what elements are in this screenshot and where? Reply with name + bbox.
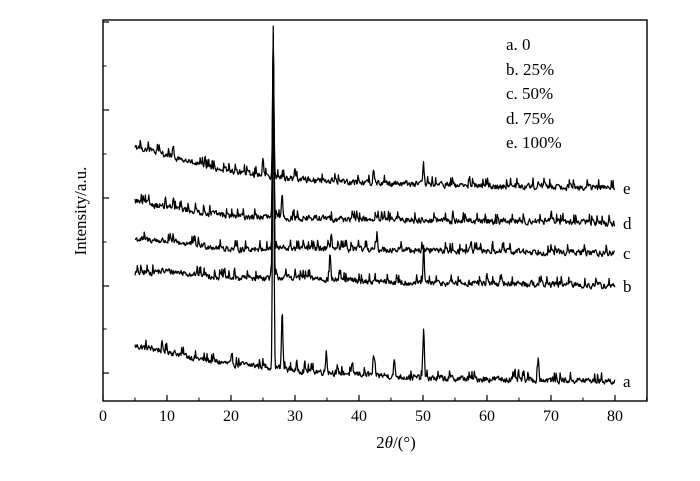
- x-axis-label: 2θ/(°): [376, 433, 416, 452]
- x-tick-label: 60: [479, 408, 495, 425]
- x-tick-label: 10: [159, 408, 175, 425]
- x-tick-label: 20: [223, 408, 239, 425]
- x-axis-label-prefix: 2: [376, 433, 385, 452]
- x-tick-label: 80: [607, 408, 623, 425]
- series-b-label: b: [623, 277, 632, 296]
- series-d-curve: [134, 39, 616, 227]
- legend-item-c: c. 50%: [506, 84, 553, 103]
- x-tick-label: 70: [543, 408, 559, 425]
- series-c-curve: [134, 33, 616, 258]
- axis-ticks: [102, 21, 647, 401]
- series-c-label: c: [623, 244, 631, 263]
- x-axis-label-theta: θ: [385, 433, 393, 452]
- x-tick-label: 30: [287, 408, 303, 425]
- legend-item-e: e. 100%: [506, 133, 562, 152]
- legend: a. 0 b. 25% c. 50% d. 75% e. 100%: [506, 35, 562, 152]
- legend-item-a: a. 0: [506, 35, 531, 54]
- legend-item-b: b. 25%: [506, 60, 554, 79]
- x-tick-label: 50: [415, 408, 431, 425]
- diffraction-curves: [134, 25, 616, 385]
- series-d-label: d: [623, 214, 632, 233]
- series-a-label: a: [623, 372, 631, 391]
- x-axis-label-unit: /(°): [393, 433, 416, 452]
- y-axis-label: Intensity/a.u.: [71, 167, 90, 256]
- x-tick-labels: 0 10 20 30 40 50 60 70 80: [99, 408, 623, 425]
- x-tick-label: 0: [99, 408, 107, 425]
- x-tick-label: 40: [351, 408, 367, 425]
- plot-frame: [102, 19, 648, 402]
- legend-item-d: d. 75%: [506, 109, 554, 128]
- series-a-curve: [134, 44, 616, 385]
- series-b-curve: [134, 25, 616, 290]
- series-e-curve: [134, 41, 616, 192]
- series-e-label: e: [623, 179, 631, 198]
